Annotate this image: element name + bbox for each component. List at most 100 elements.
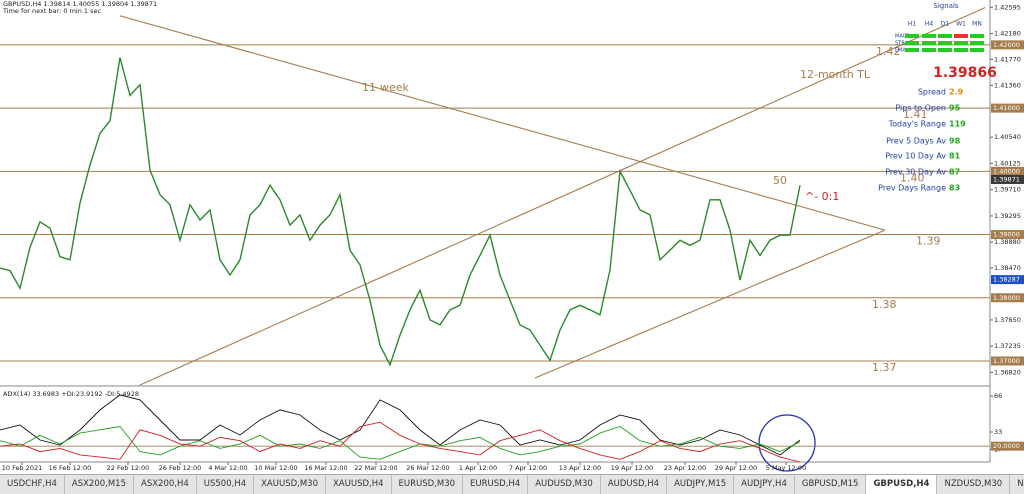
info-label: Prev Days Range [878,184,946,193]
chart-tab[interactable]: AUDJPY,H4 [734,475,795,494]
level-note: 1.39 [916,235,941,248]
series-line [0,57,801,367]
info-label: Today's Range [888,120,946,129]
signal-cell [970,34,984,38]
x-tick-label: 10 Mar 12:00 [254,464,297,472]
info-value: 81 [949,152,961,161]
y-tick-label: 33 [994,428,1002,436]
x-tick-label: 16 Feb 12:00 [49,464,92,472]
signal-cell [905,41,919,45]
info-value: 83 [949,184,960,193]
y-tick-label: 1.42595 [994,3,1021,11]
info-label: Pips to Open [895,104,946,113]
level-box [991,356,1024,366]
info-label: Prev 10 Day Av [885,152,946,161]
annotation: 11-week [362,81,409,94]
signal-cell [922,34,936,38]
chart-tab[interactable]: AUDUSD,H4 [601,475,668,494]
y-tick-label: 1.38880 [994,238,1021,246]
adx-title: ADX(14) 33.6983 +DI:23.9192 -DI:5.4928 [3,390,139,398]
signals-column: H4 [925,21,934,28]
signals-column: MN [972,21,982,28]
level-box [991,103,1024,113]
x-tick-label: 1 Apr 12:00 [459,464,497,472]
annotation: 50 [773,174,787,187]
y-tick-label: 1.37235 [994,342,1021,350]
y-tick-label: 1.39295 [994,212,1021,220]
price-marker-label: 1.38287 [993,276,1020,284]
signal-cell [954,48,968,52]
signals-column: W1 [956,21,966,28]
y-tick-label: 1.42180 [994,30,1021,38]
level-box-label: 20.0000 [993,442,1020,450]
x-tick-label: 26 Feb 12:00 [159,464,202,472]
x-tick-label: 23 Apr 12:00 [664,464,706,472]
highlight-circle [758,414,816,472]
level-note: 1.37 [872,361,897,374]
signals-title: Signals [933,2,959,10]
trendline [534,229,886,379]
background [0,0,1024,474]
signal-cell [938,41,952,45]
signal-cell [954,34,968,38]
level-box-label: 1.42000 [993,41,1020,49]
y-tick-label: 1.41770 [994,55,1021,63]
signals-column: D1 [941,21,950,28]
x-tick-label: 7 Apr 12:00 [509,464,547,472]
chart-tab[interactable]: AUDJPY,M15 [667,475,735,494]
chart-tab[interactable]: GBPUSD,H4 [866,475,938,494]
x-tick-label: 4 Mar 12:00 [208,464,247,472]
info-label: Spread [918,88,946,97]
signal-cell [954,41,968,45]
tab-bar: USDCHF,H4 ASX200,M15 ASX200,H4 US500,H4 XAUU… [0,474,1024,494]
series-line [0,421,801,463]
chart-tab[interactable]: XAUUSD,M30 [254,475,326,494]
level-box [991,441,1024,451]
x-tick-label: 10 Feb 2021 [2,464,42,472]
level-box-label: 1.39000 [993,231,1020,239]
signal-cell [970,41,984,45]
chart-tab[interactable]: NZDUSD,M30 [937,475,1011,494]
y-tick-label: 1.37650 [994,316,1021,324]
signals-row-label: STR [895,41,905,47]
signals-column: H1 [908,21,917,28]
annotation: 12-month TL [800,68,871,81]
info-label: Prev 5 Days Av [886,137,946,146]
chart-tab[interactable]: AUDUSD,M30 [528,475,601,494]
bar-timer: Time for next bar: 0 min 1 sec [2,7,101,15]
info-value: 98 [949,137,961,146]
chart-tab[interactable]: NZDUSD,H4 [1010,475,1024,494]
signal-cell [922,41,936,45]
y-tick-label: 1.41360 [994,81,1021,89]
level-box-label: 1.40000 [993,167,1020,175]
y-tick-label: 1.38470 [994,264,1021,272]
chart-tab[interactable]: GBPUSD,M15 [795,475,867,494]
level-box-label: 1.38000 [993,294,1020,302]
chart-tab[interactable]: ASX200,H4 [134,475,197,494]
chart: GBPUSD,H4 1.39814 1.40055 1.39804 1.3987… [0,0,1024,474]
y-tick-label: 1.40540 [994,133,1021,141]
signal-cell [938,34,952,38]
price-marker-box [991,275,1024,285]
x-tick-label: 5 May 12:00 [766,464,806,472]
signal-cell [970,48,984,52]
series-line [0,394,801,456]
chart-tab[interactable]: EURUSD,M30 [392,475,464,494]
level-note: 1.38 [872,298,897,311]
x-tick-label: 26 Mar 12:00 [406,464,449,472]
y-tick-label: 1.39710 [994,186,1021,194]
info-value: 95 [949,104,961,113]
signal-cell [905,48,919,52]
signal-cell [922,48,936,52]
chart-tab[interactable]: XAUUSD,H4 [326,475,392,494]
chart-tab[interactable]: USDCHF,H4 [0,475,65,494]
chart-tab[interactable]: ASX200,M15 [65,475,134,494]
y-tick-label: 1.40125 [994,159,1021,167]
chart-tab[interactable]: US500,H4 [197,475,255,494]
chart-tab[interactable]: EURUSD,H4 [463,475,529,494]
info-value: 87 [949,168,960,177]
y-tick-label: 66 [994,392,1002,400]
series-line [0,426,801,460]
level-box [991,166,1024,176]
